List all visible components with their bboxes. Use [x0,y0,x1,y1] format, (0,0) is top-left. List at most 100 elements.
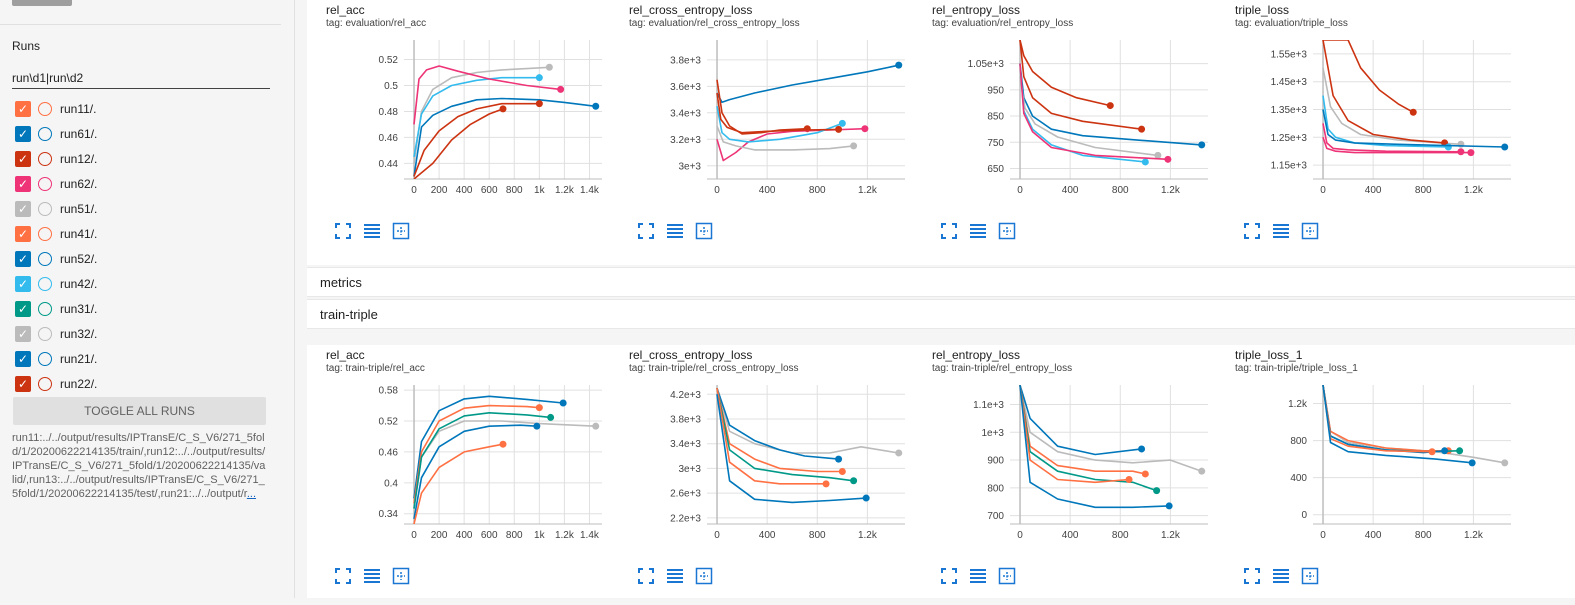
expand-icon[interactable] [334,222,352,240]
run-color-radio[interactable] [38,352,52,366]
run-checkbox[interactable]: ✓ [15,376,31,392]
log-scale-icon[interactable] [363,567,381,585]
expand-icon[interactable] [334,567,352,585]
y-tick-label: 3.8e+3 [670,55,701,66]
fit-domain-icon[interactable] [1301,567,1319,585]
x-tick-label: 0 [714,530,720,541]
expand-icon[interactable] [940,222,958,240]
fit-domain-icon[interactable] [695,567,713,585]
fit-domain-icon[interactable] [998,567,1016,585]
run-color-radio[interactable] [38,252,52,266]
run-item[interactable]: ✓ run11/. [15,97,265,122]
run-checkbox[interactable]: ✓ [15,351,31,367]
x-tick-label: 400 [456,530,473,541]
run-checkbox[interactable]: ✓ [15,301,31,317]
log-scale-icon[interactable] [666,222,684,240]
run-checkbox[interactable]: ✓ [15,101,31,117]
run-checkbox[interactable]: ✓ [15,176,31,192]
series-line [716,79,808,135]
series-line [716,127,865,162]
expand-icon[interactable] [637,567,655,585]
run-checkbox[interactable]: ✓ [15,151,31,167]
category-train-triple-label: train-triple [320,307,378,322]
x-tick-label: 200 [431,185,448,196]
log-scale-icon[interactable] [363,222,381,240]
run-item[interactable]: ✓ run32/. [15,322,265,347]
sidebar-top-button[interactable] [12,0,72,6]
run-checkbox[interactable]: ✓ [15,326,31,342]
series-line-raw [716,128,865,162]
run-color-radio[interactable] [38,127,52,141]
run-item[interactable]: ✓ run21/. [15,347,265,372]
run-item[interactable]: ✓ run62/. [15,172,265,197]
run-filter-input[interactable] [12,68,270,89]
evaluation-cards: rel_acc tag: evaluation/rel_acc 0 200 400 600… [307,0,1575,265]
run-item[interactable]: ✓ run12/. [15,147,265,172]
series-line [413,443,504,524]
expand-icon[interactable] [1243,222,1261,240]
chart-card: triple_loss tag: evaluation/triple_loss 0 4… [1223,0,1526,260]
runs-description-more-link[interactable]: ... [246,488,257,500]
toggle-all-runs-button[interactable]: TOGGLE ALL RUNS [13,397,266,425]
x-tick-label: 400 [1062,530,1079,541]
fit-domain-icon[interactable] [1301,222,1319,240]
run-checkbox[interactable]: ✓ [15,276,31,292]
series-line [1019,63,1146,163]
run-checkbox[interactable]: ✓ [15,251,31,267]
expand-icon[interactable] [637,222,655,240]
log-scale-icon[interactable] [1272,222,1290,240]
run-checkbox[interactable]: ✓ [15,226,31,242]
run-color-radio[interactable] [38,377,52,391]
run-checkbox[interactable]: ✓ [15,126,31,142]
series-line [1322,67,1461,146]
chart-card: rel_cross_entropy_loss tag: evaluation/re… [617,0,920,260]
run-item[interactable]: ✓ run61/. [15,122,265,147]
run-color-radio[interactable] [38,302,52,316]
chart-card: triple_loss_1 tag: train-triple/triple_lo… [1223,345,1526,605]
run-item[interactable]: ✓ run41/. [15,222,265,247]
category-train-triple[interactable]: train-triple [307,299,1575,329]
run-color-radio[interactable] [38,277,52,291]
log-scale-icon[interactable] [1272,567,1290,585]
run-color-radio[interactable] [38,152,52,166]
run-checkbox[interactable]: ✓ [15,201,31,217]
chart-tag: tag: evaluation/rel_entropy_loss [932,18,1074,29]
x-tick-label: 1.2k [858,185,878,196]
run-item[interactable]: ✓ run51/. [15,197,265,222]
series-endpoint [835,455,843,463]
run-color-radio[interactable] [38,202,52,216]
line-chart: 0 400 800 1.2k 3e+3 3.2e+3 3.4e+3 3.6e+3 3.8e+3 [670,40,905,196]
y-tick-label: 0.52 [379,55,399,66]
log-scale-icon[interactable] [969,222,987,240]
run-color-radio[interactable] [38,227,52,241]
y-tick-label: 1.1e+3 [973,400,1004,411]
run-color-radio[interactable] [38,177,52,191]
run-item[interactable]: ✓ run42/. [15,272,265,297]
y-tick-label: 0.46 [379,133,399,144]
log-scale-icon[interactable] [969,567,987,585]
run-item[interactable]: ✓ run22/. [15,372,265,397]
run-color-radio[interactable] [38,102,52,116]
chart-tag: tag: train-triple/triple_loss_1 [1235,363,1358,374]
fit-domain-icon[interactable] [695,222,713,240]
expand-icon[interactable] [1243,567,1261,585]
run-item[interactable]: ✓ run52/. [15,247,265,272]
y-tick-label: 1.35e+3 [1271,105,1308,116]
series-line [413,65,561,125]
category-metrics[interactable]: metrics [307,267,1575,297]
expand-icon[interactable] [940,567,958,585]
line-chart: 0 400 800 1.2k 650 750 850 950 1.05e+3 [968,40,1208,196]
line-chart: 0 400 800 1.2k 1.15e+3 1.25e+3 1.35e+3 1.45e+3 1… [1271,40,1511,196]
run-item[interactable]: ✓ run31/. [15,297,265,322]
run-color-radio[interactable] [38,327,52,341]
x-tick-label: 800 [1415,530,1432,541]
x-tick-label: 0 [714,185,720,196]
fit-domain-icon[interactable] [392,222,410,240]
series-line-raw [1019,385,1157,492]
fit-domain-icon[interactable] [998,222,1016,240]
x-tick-label: 400 [759,530,776,541]
series-endpoint [1441,447,1449,455]
series-line [716,387,839,460]
fit-domain-icon[interactable] [392,567,410,585]
log-scale-icon[interactable] [666,567,684,585]
